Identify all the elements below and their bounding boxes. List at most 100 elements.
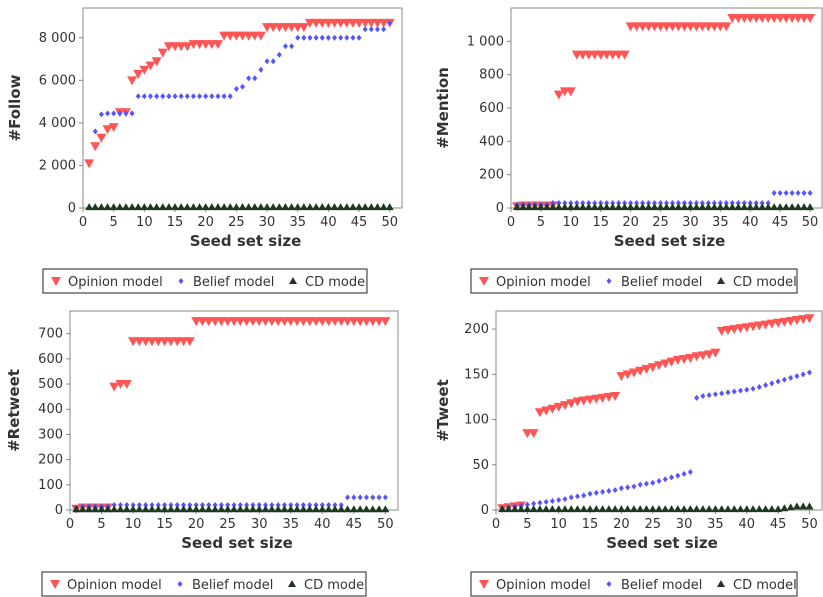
opinion-data-point bbox=[619, 50, 630, 60]
opinion-data-point bbox=[697, 351, 708, 361]
cd-data-point bbox=[710, 203, 719, 211]
belief-data-point bbox=[717, 200, 723, 206]
cd-data-point bbox=[517, 505, 526, 513]
y-tick-label: 200 bbox=[479, 168, 504, 183]
cd-data-point bbox=[590, 203, 599, 211]
cd-data-point bbox=[299, 505, 308, 513]
cd-data-point bbox=[250, 203, 259, 211]
cd-data-point bbox=[146, 203, 155, 211]
cd-data-point bbox=[299, 203, 308, 211]
opinion-legend-marker bbox=[50, 580, 60, 589]
opinion-data-point bbox=[140, 337, 151, 347]
cd-data-point bbox=[705, 505, 714, 513]
belief-data-point bbox=[738, 387, 743, 394]
belief-data-point bbox=[634, 200, 640, 206]
opinion-data-point bbox=[603, 392, 614, 402]
belief-data-point bbox=[187, 501, 193, 508]
cd-data-point bbox=[192, 505, 201, 513]
cd-data-point bbox=[667, 505, 676, 513]
belief-data-point bbox=[568, 494, 574, 501]
cd-legend-marker bbox=[289, 277, 297, 284]
cd-data-point bbox=[542, 505, 551, 513]
opinion-data-point bbox=[311, 317, 321, 327]
cd-data-point bbox=[281, 203, 290, 211]
opinion-data-point bbox=[597, 393, 608, 403]
belief-data-point bbox=[531, 500, 537, 507]
belief-data-point bbox=[218, 501, 224, 508]
cd-data-point bbox=[716, 203, 725, 211]
opinion-data-point bbox=[115, 380, 126, 390]
opinion-data-point bbox=[329, 317, 340, 327]
belief-data-point bbox=[652, 200, 658, 206]
belief-data-point bbox=[197, 93, 203, 100]
x-tick-label: 15 bbox=[592, 215, 609, 230]
data-series-group bbox=[84, 18, 395, 211]
belief-data-point bbox=[681, 470, 687, 477]
belief-data-point bbox=[618, 485, 624, 492]
opinion-data-point bbox=[260, 317, 271, 327]
cd-data-point bbox=[97, 505, 106, 513]
opinion-data-point bbox=[553, 90, 564, 100]
x-tick-label: 50 bbox=[381, 215, 398, 230]
cd-data-point bbox=[736, 505, 745, 513]
belief-data-point bbox=[606, 488, 612, 495]
cd-data-point bbox=[275, 203, 284, 211]
cd-data-point bbox=[554, 203, 563, 211]
cd-data-point bbox=[336, 203, 345, 211]
cd-data-point bbox=[342, 203, 351, 211]
x-tick-label: 45 bbox=[346, 517, 363, 532]
belief-data-point bbox=[124, 501, 130, 508]
opinion-data-point bbox=[133, 69, 144, 79]
belief-data-point bbox=[781, 376, 787, 383]
cd-data-point bbox=[722, 203, 731, 211]
belief-data-point bbox=[350, 34, 356, 41]
opinion-data-point bbox=[722, 325, 733, 335]
x-tick-label: 25 bbox=[644, 517, 661, 532]
opinion-data-point bbox=[741, 323, 752, 333]
cd-data-point bbox=[548, 505, 557, 513]
cd-data-point bbox=[135, 505, 144, 513]
opinion-data-point bbox=[266, 317, 277, 327]
plot-area bbox=[510, 7, 823, 209]
cd-data-point bbox=[800, 203, 809, 211]
belief-data-point bbox=[357, 494, 363, 501]
cd-data-point bbox=[755, 505, 764, 513]
belief-data-point bbox=[313, 501, 319, 508]
cd-data-point bbox=[85, 203, 94, 211]
chart-panel-2: 0 5 10 15 20 25 30 35 40 45 50 0 200 400 600 800 1 000 Se… bbox=[434, 7, 823, 294]
y-tick-label: 2 000 bbox=[39, 158, 76, 173]
opinion-data-point bbox=[153, 337, 164, 347]
opinion-data-point bbox=[380, 317, 391, 327]
cd-data-point bbox=[614, 203, 623, 211]
belief-data-point bbox=[628, 200, 634, 206]
opinion-data-point bbox=[134, 337, 145, 347]
cd-data-point bbox=[84, 505, 93, 513]
belief-data-point bbox=[178, 93, 184, 100]
cd-data-point bbox=[318, 505, 327, 513]
opinion-data-point bbox=[212, 40, 223, 50]
cd-data-point bbox=[512, 203, 521, 211]
cd-data-point bbox=[668, 203, 677, 211]
cd-data-point bbox=[504, 505, 513, 513]
cd-data-point bbox=[244, 203, 253, 211]
cd-data-point bbox=[207, 203, 216, 211]
cd-data-point bbox=[728, 203, 737, 211]
opinion-data-point bbox=[216, 317, 227, 327]
cd-legend-label: CD model bbox=[733, 578, 797, 593]
belief-data-point bbox=[700, 393, 706, 400]
cd-data-point bbox=[629, 505, 638, 513]
belief-data-point bbox=[741, 200, 747, 206]
cd-data-point bbox=[367, 203, 376, 211]
belief-data-point bbox=[712, 391, 718, 398]
x-tick-label: 15 bbox=[582, 517, 599, 532]
belief-data-point bbox=[756, 383, 762, 390]
legend: Opinion model Belief model CD model bbox=[41, 571, 368, 597]
y-tick-label: 100 bbox=[38, 478, 63, 493]
cd-data-point bbox=[337, 505, 346, 513]
cd-data-point bbox=[232, 203, 241, 211]
cd-data-point bbox=[267, 505, 276, 513]
x-tick-label: 10 bbox=[136, 215, 153, 230]
cd-data-point bbox=[103, 505, 112, 513]
belief-data-point bbox=[800, 371, 806, 378]
cd-data-point bbox=[767, 505, 776, 513]
